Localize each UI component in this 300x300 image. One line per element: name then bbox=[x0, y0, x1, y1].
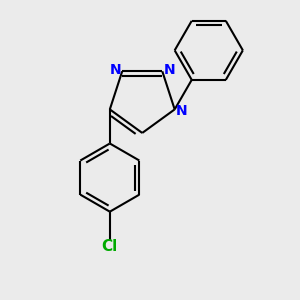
Text: Cl: Cl bbox=[102, 239, 118, 254]
Text: N: N bbox=[110, 63, 121, 77]
Text: N: N bbox=[176, 104, 188, 118]
Text: N: N bbox=[164, 63, 175, 77]
